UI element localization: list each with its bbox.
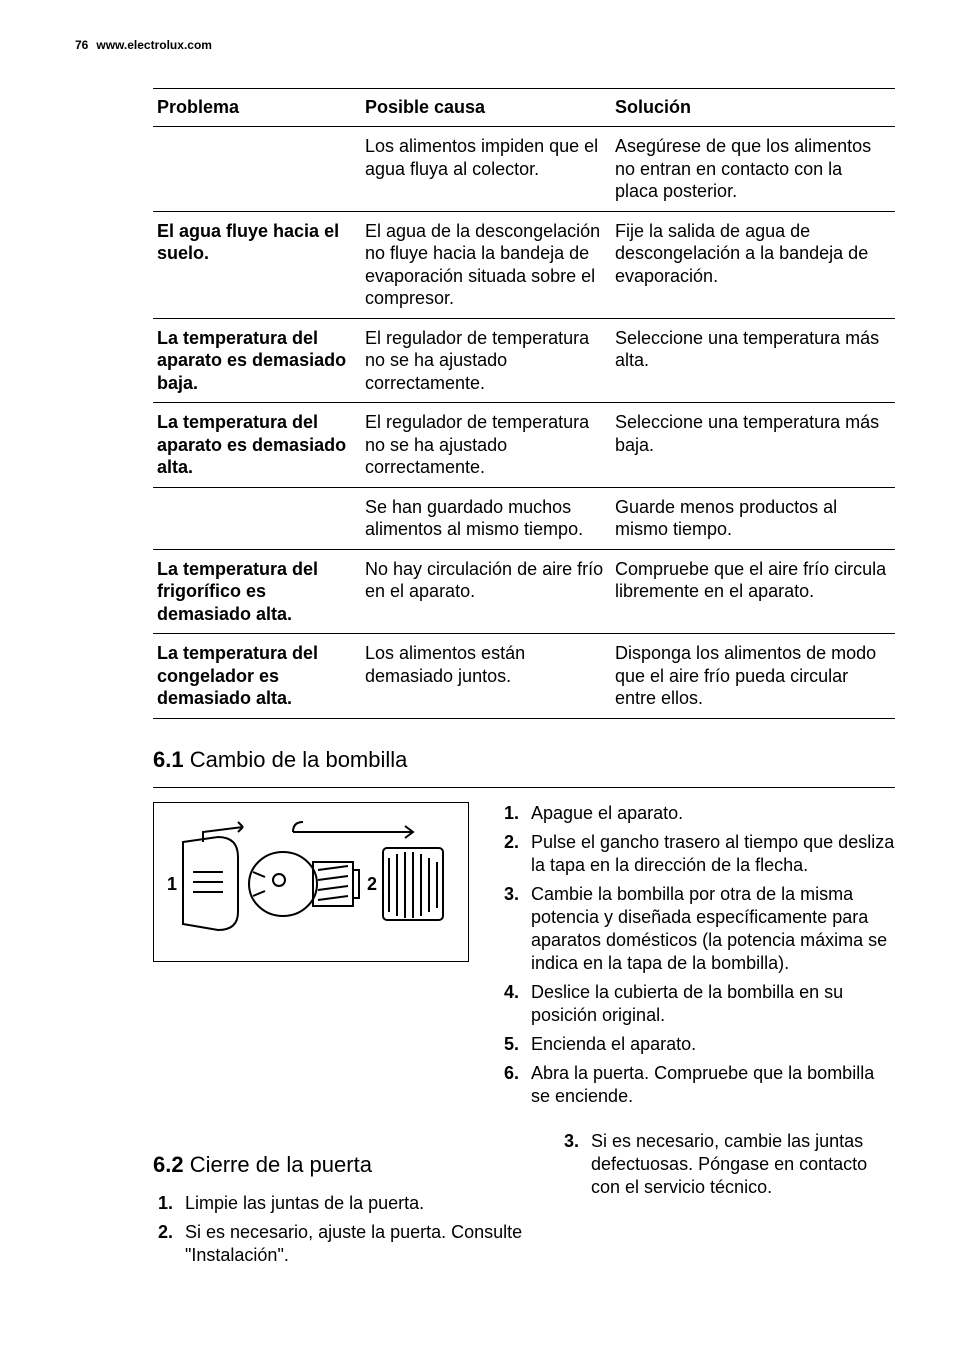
step-num: 3.	[499, 883, 519, 975]
cell-cause: Los alimentos están demasiado juntos.	[361, 634, 611, 719]
cell-cause: Los alimentos impiden que el agua fluya …	[361, 127, 611, 212]
cell-cause: El regulador de temperatura no se ha aju…	[361, 403, 611, 488]
section-number: 6.2	[153, 1152, 184, 1177]
page-number: 76	[75, 38, 88, 52]
cell-solution: Asegúrese de que los alimentos no entran…	[611, 127, 895, 212]
table-row: La temperatura del aparato es demasiado …	[153, 403, 895, 488]
cell-cause: No hay circulación de aire frío en el ap…	[361, 549, 611, 634]
cell-problem: La temperatura del aparato es demasiado …	[153, 318, 361, 403]
cell-problem	[153, 127, 361, 212]
cell-problem: La temperatura del frigorífico es demasi…	[153, 549, 361, 634]
table-row: Se han guardado muchos alimentos al mism…	[153, 487, 895, 549]
table-row: El agua fluye hacia el suelo. El agua de…	[153, 211, 895, 318]
table-row: La temperatura del aparato es demasiado …	[153, 318, 895, 403]
step: 2. Si es necesario, ajuste la puerta. Con…	[153, 1221, 529, 1267]
step-text: Si es necesario, ajuste la puerta. Consu…	[185, 1221, 529, 1267]
step-text: Apague el aparato.	[531, 802, 895, 825]
step-num: 2.	[499, 831, 519, 877]
cell-cause: El agua de la descongelación no fluye ha…	[361, 211, 611, 318]
troubleshooting-table: Problema Posible causa Solución Los alim…	[153, 88, 895, 719]
step-text: Pulse el gancho trasero al tiempo que de…	[531, 831, 895, 877]
step: 5. Encienda el aparato.	[499, 1033, 895, 1056]
step: 3.Cambie la bombilla por otra de la mism…	[499, 883, 895, 975]
section-6-2-heading: 6.2 Cierre de la puerta	[153, 1152, 529, 1178]
cell-cause: Se han guardado muchos alimentos al mism…	[361, 487, 611, 549]
section-number: 6.1	[153, 747, 184, 772]
cell-cause: El regulador de temperatura no se ha aju…	[361, 318, 611, 403]
door-section: 6.2 Cierre de la puerta 1. Limpie las jun…	[153, 1124, 895, 1273]
col-header-problem: Problema	[153, 89, 361, 127]
step: 1. Limpie las juntas de la puerta.	[153, 1192, 529, 1215]
step: 4. Deslice la cubierta de la bombilla en …	[499, 981, 895, 1027]
step-num: 5.	[499, 1033, 519, 1056]
diagram-label-2: 2	[367, 874, 377, 894]
step-num: 1.	[153, 1192, 173, 1215]
step-num: 1.	[499, 802, 519, 825]
section-title: Cambio de la bombilla	[190, 747, 408, 772]
col-header-cause: Posible causa	[361, 89, 611, 127]
step-text: Cambie la bombilla por otra de la misma …	[531, 883, 895, 975]
step-text: Limpie las juntas de la puerta.	[185, 1192, 529, 1215]
site-url: www.electrolux.com	[96, 38, 212, 52]
bulb-diagram: 1 2	[153, 802, 469, 962]
cell-solution: Compruebe que el aire frío circula libre…	[611, 549, 895, 634]
cell-solution: Seleccione una temperatura más baja.	[611, 403, 895, 488]
page-header: 76 www.electrolux.com	[75, 38, 879, 52]
cell-solution: Seleccione una temperatura más alta.	[611, 318, 895, 403]
cell-problem: La temperatura del congelador es demasia…	[153, 634, 361, 719]
diagram-label-1: 1	[167, 874, 177, 894]
col-header-solution: Solución	[611, 89, 895, 127]
cell-solution: Fije la salida de agua de descongelación…	[611, 211, 895, 318]
step-num: 3.	[559, 1130, 579, 1199]
table-row: La temperatura del congelador es demasia…	[153, 634, 895, 719]
cell-solution: Disponga los alimentos de modo que el ai…	[611, 634, 895, 719]
table-row: La temperatura del frigorífico es demasi…	[153, 549, 895, 634]
step-num: 2.	[153, 1221, 173, 1267]
cell-problem	[153, 487, 361, 549]
cell-problem: La temperatura del aparato es demasiado …	[153, 403, 361, 488]
step-num: 6.	[499, 1062, 519, 1108]
step-text: Deslice la cubierta de la bombilla en su…	[531, 981, 895, 1027]
step: 6. Abra la puerta. Compruebe que la bombi…	[499, 1062, 895, 1108]
step: 1. Apague el aparato.	[499, 802, 895, 825]
table-body: Los alimentos impiden que el agua fluya …	[153, 127, 895, 719]
table-row: Los alimentos impiden que el agua fluya …	[153, 127, 895, 212]
step-text: Encienda el aparato.	[531, 1033, 895, 1056]
cell-problem: El agua fluye hacia el suelo.	[153, 211, 361, 318]
section-6-1-heading: 6.1 Cambio de la bombilla	[153, 747, 879, 773]
section-title: Cierre de la puerta	[190, 1152, 372, 1177]
step-text: Si es necesario, cambie las juntas defec…	[591, 1130, 895, 1199]
bulb-block: 1 2 1. Apague el aparato. 2. Pulse el ganc…	[153, 787, 895, 1114]
bulb-steps: 1. Apague el aparato. 2. Pulse el gancho t…	[499, 802, 895, 1114]
step-num: 4.	[499, 981, 519, 1027]
step: 2. Pulse el gancho trasero al tiempo que …	[499, 831, 895, 877]
step-text: Abra la puerta. Compruebe que la bombill…	[531, 1062, 895, 1108]
cell-solution: Guarde menos productos al mismo tiempo.	[611, 487, 895, 549]
step: 3.Si es necesario, cambie las juntas def…	[559, 1130, 895, 1199]
